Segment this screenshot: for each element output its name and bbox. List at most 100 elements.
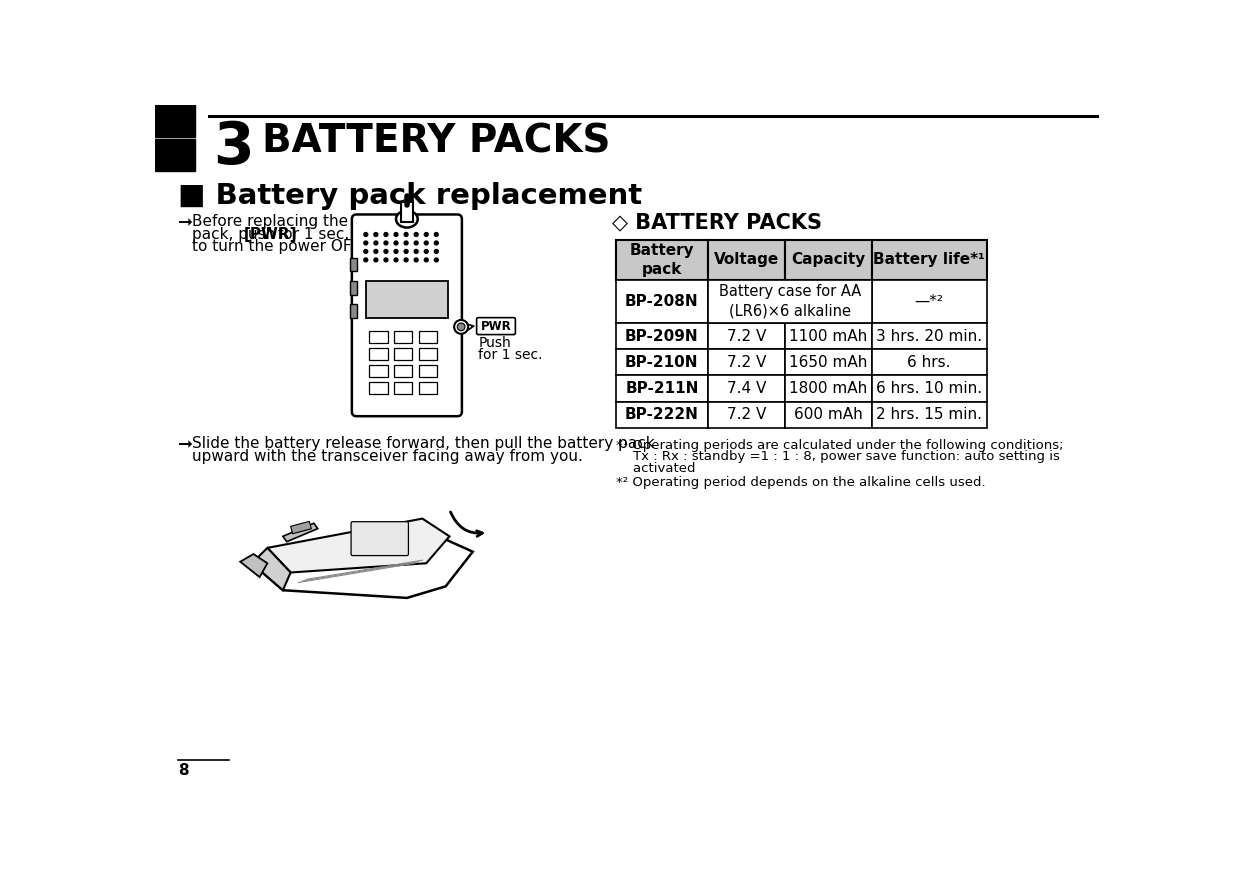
- Bar: [708, 401, 785, 427]
- Text: Voltage: Voltage: [714, 252, 779, 267]
- Text: 6 hrs.: 6 hrs.: [908, 355, 951, 370]
- Circle shape: [458, 323, 465, 331]
- Circle shape: [374, 250, 378, 253]
- Bar: [708, 240, 785, 280]
- Text: 1800 mAh: 1800 mAh: [790, 381, 868, 396]
- Bar: [872, 323, 987, 350]
- Circle shape: [424, 258, 428, 262]
- Bar: [419, 364, 438, 377]
- Text: Capacity: Capacity: [791, 252, 866, 267]
- Text: 1650 mAh: 1650 mAh: [790, 355, 868, 370]
- Circle shape: [454, 320, 469, 334]
- Bar: [616, 240, 708, 280]
- Bar: [785, 376, 872, 401]
- Circle shape: [363, 232, 368, 237]
- Bar: [155, 139, 196, 172]
- Bar: [419, 331, 438, 343]
- Text: 1100 mAh: 1100 mAh: [790, 328, 868, 343]
- Circle shape: [424, 232, 428, 237]
- Text: ➞: ➞: [179, 215, 193, 232]
- Bar: [394, 364, 413, 377]
- Bar: [419, 348, 438, 360]
- Text: BP-208N: BP-208N: [625, 294, 698, 309]
- Text: to turn the power OFF.: to turn the power OFF.: [192, 239, 363, 254]
- Text: Battery
pack: Battery pack: [630, 244, 694, 277]
- Circle shape: [374, 258, 378, 262]
- Bar: [872, 376, 987, 401]
- Circle shape: [434, 241, 438, 245]
- Bar: [785, 240, 872, 280]
- Text: 8: 8: [179, 763, 188, 778]
- Text: 7.4 V: 7.4 V: [727, 381, 766, 396]
- Bar: [708, 280, 872, 323]
- Circle shape: [374, 241, 378, 245]
- Polygon shape: [283, 523, 317, 541]
- Bar: [419, 382, 438, 394]
- Circle shape: [394, 258, 398, 262]
- Text: PWR: PWR: [481, 320, 511, 333]
- Circle shape: [384, 241, 388, 245]
- Text: 3 hrs. 20 min.: 3 hrs. 20 min.: [877, 328, 982, 343]
- Bar: [708, 323, 785, 350]
- Text: —*²: —*²: [915, 294, 944, 309]
- Text: pack, push: pack, push: [192, 227, 280, 242]
- Text: 600 mAh: 600 mAh: [794, 407, 863, 422]
- Text: 3: 3: [213, 119, 254, 176]
- Bar: [290, 521, 311, 533]
- Circle shape: [404, 241, 408, 245]
- Text: [PWR]: [PWR]: [243, 227, 296, 242]
- Text: *¹ Operating periods are calculated under the following conditions;: *¹ Operating periods are calculated unde…: [616, 439, 1064, 451]
- Circle shape: [424, 241, 428, 245]
- Circle shape: [434, 232, 438, 237]
- Text: *² Operating period depends on the alkaline cells used.: *² Operating period depends on the alkal…: [616, 477, 986, 490]
- Bar: [616, 350, 708, 376]
- Text: Slide the battery release forward, then pull the battery pack: Slide the battery release forward, then …: [192, 436, 655, 451]
- Bar: [366, 280, 448, 318]
- Bar: [872, 401, 987, 427]
- Circle shape: [363, 250, 368, 253]
- Polygon shape: [268, 519, 449, 573]
- Text: 7.2 V: 7.2 V: [727, 355, 766, 370]
- Text: Push: Push: [479, 336, 511, 350]
- Bar: [708, 376, 785, 401]
- Polygon shape: [241, 554, 268, 577]
- Bar: [872, 280, 987, 323]
- Bar: [370, 364, 387, 377]
- Text: ➞: ➞: [179, 436, 193, 455]
- Bar: [351, 258, 357, 272]
- FancyBboxPatch shape: [351, 522, 408, 555]
- Ellipse shape: [396, 210, 418, 228]
- Text: upward with the transceiver facing away from you.: upward with the transceiver facing away …: [192, 449, 583, 463]
- Bar: [370, 331, 387, 343]
- Bar: [616, 280, 708, 323]
- Circle shape: [363, 241, 368, 245]
- Bar: [394, 382, 413, 394]
- Circle shape: [404, 258, 408, 262]
- Circle shape: [434, 250, 438, 253]
- Circle shape: [414, 258, 418, 262]
- Text: Before replacing the battery: Before replacing the battery: [192, 215, 409, 230]
- Bar: [394, 348, 413, 360]
- Circle shape: [374, 232, 378, 237]
- Circle shape: [404, 250, 408, 253]
- Bar: [708, 350, 785, 376]
- Circle shape: [384, 250, 388, 253]
- Bar: [785, 401, 872, 427]
- Text: 2 hrs. 15 min.: 2 hrs. 15 min.: [877, 407, 982, 422]
- Bar: [370, 348, 387, 360]
- Text: 7.2 V: 7.2 V: [727, 328, 766, 343]
- Bar: [785, 323, 872, 350]
- Circle shape: [414, 232, 418, 237]
- FancyBboxPatch shape: [476, 318, 516, 335]
- Text: 7.2 V: 7.2 V: [727, 407, 766, 422]
- Text: BP-222N: BP-222N: [625, 407, 699, 422]
- Circle shape: [434, 258, 438, 262]
- Bar: [616, 401, 708, 427]
- Bar: [401, 202, 413, 223]
- Bar: [351, 304, 357, 318]
- Text: BP-211N: BP-211N: [625, 381, 698, 396]
- Bar: [708, 280, 785, 323]
- Bar: [616, 323, 708, 350]
- Circle shape: [394, 241, 398, 245]
- Text: BP-210N: BP-210N: [625, 355, 698, 370]
